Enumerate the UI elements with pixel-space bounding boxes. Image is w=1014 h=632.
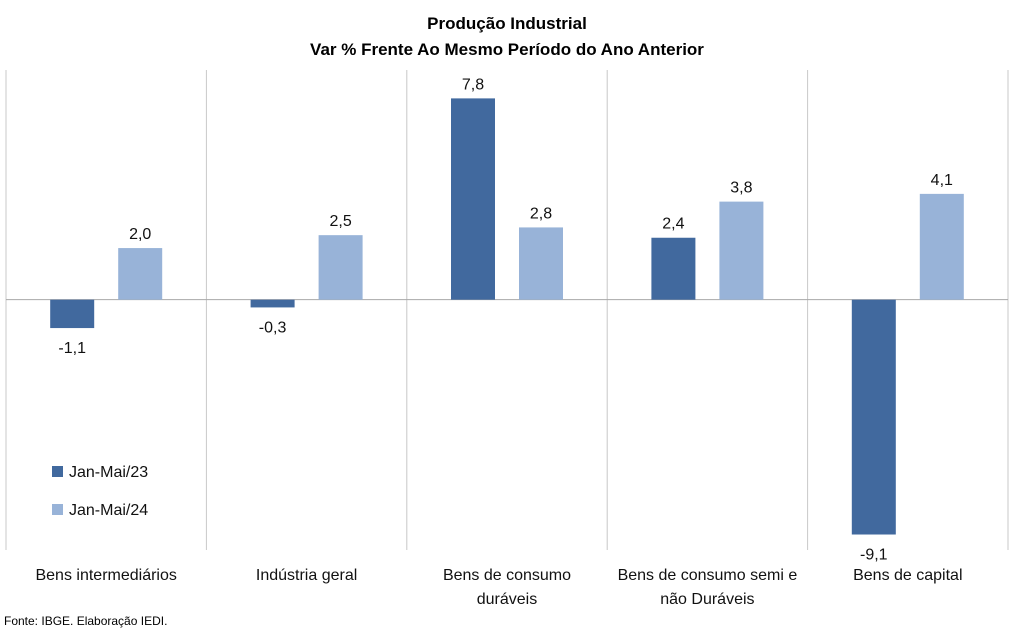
bar-2-4 <box>719 201 764 300</box>
data-label: 2,0 <box>129 226 151 243</box>
chart-title-line-2: Var % Frente Ao Mesmo Período do Ano Ant… <box>310 40 704 59</box>
data-labels: -1,1 -0,3 7,8 2,4 -9,1 2,0 2,5 2,8 3,8 4,1 <box>58 76 953 563</box>
category-label: Bens de capital <box>853 567 962 584</box>
data-label: 2,4 <box>662 216 684 233</box>
bar-2-2 <box>318 235 363 300</box>
category-label: não Duráveis <box>660 591 754 608</box>
category-label: Bens intermediários <box>35 567 176 584</box>
bar-1-4 <box>651 237 696 300</box>
bar-1-5 <box>851 299 896 535</box>
data-label: 3,8 <box>730 180 752 197</box>
legend-swatch-2 <box>52 504 63 515</box>
category-label: Indústria geral <box>256 567 357 584</box>
bar-2-1 <box>118 248 163 300</box>
bar-1-3 <box>451 98 495 300</box>
data-label: 4,1 <box>931 172 953 189</box>
bar-1-2 <box>250 299 295 308</box>
data-label: 2,5 <box>329 213 351 230</box>
data-label: 2,8 <box>530 205 552 222</box>
legend-label: Jan-Mai/23 <box>69 464 148 481</box>
category-label: Bens de consumo <box>443 567 571 584</box>
data-label: -9,1 <box>860 547 888 564</box>
bar-series <box>50 98 964 535</box>
legend: Jan-Mai/23 Jan-Mai/24 <box>52 464 148 519</box>
data-label: -1,1 <box>58 340 86 357</box>
legend-label: Jan-Mai/24 <box>69 502 148 519</box>
source-note: Fonte: IBGE. Elaboração IEDI. <box>4 614 167 628</box>
data-label: -0,3 <box>259 319 287 336</box>
category-label: duráveis <box>477 591 537 608</box>
data-label: 7,8 <box>462 76 484 93</box>
bar-2-3 <box>519 227 563 300</box>
category-gridlines <box>5 70 1009 550</box>
category-label: Bens de consumo semi e <box>618 567 798 584</box>
legend-swatch-1 <box>52 466 63 477</box>
bar-1-1 <box>50 299 95 329</box>
bar-2-5 <box>919 193 964 300</box>
category-axis-labels: Bens intermediários Indústria geral Bens d… <box>35 567 962 608</box>
chart-title-line-1: Produção Industrial <box>427 14 587 33</box>
